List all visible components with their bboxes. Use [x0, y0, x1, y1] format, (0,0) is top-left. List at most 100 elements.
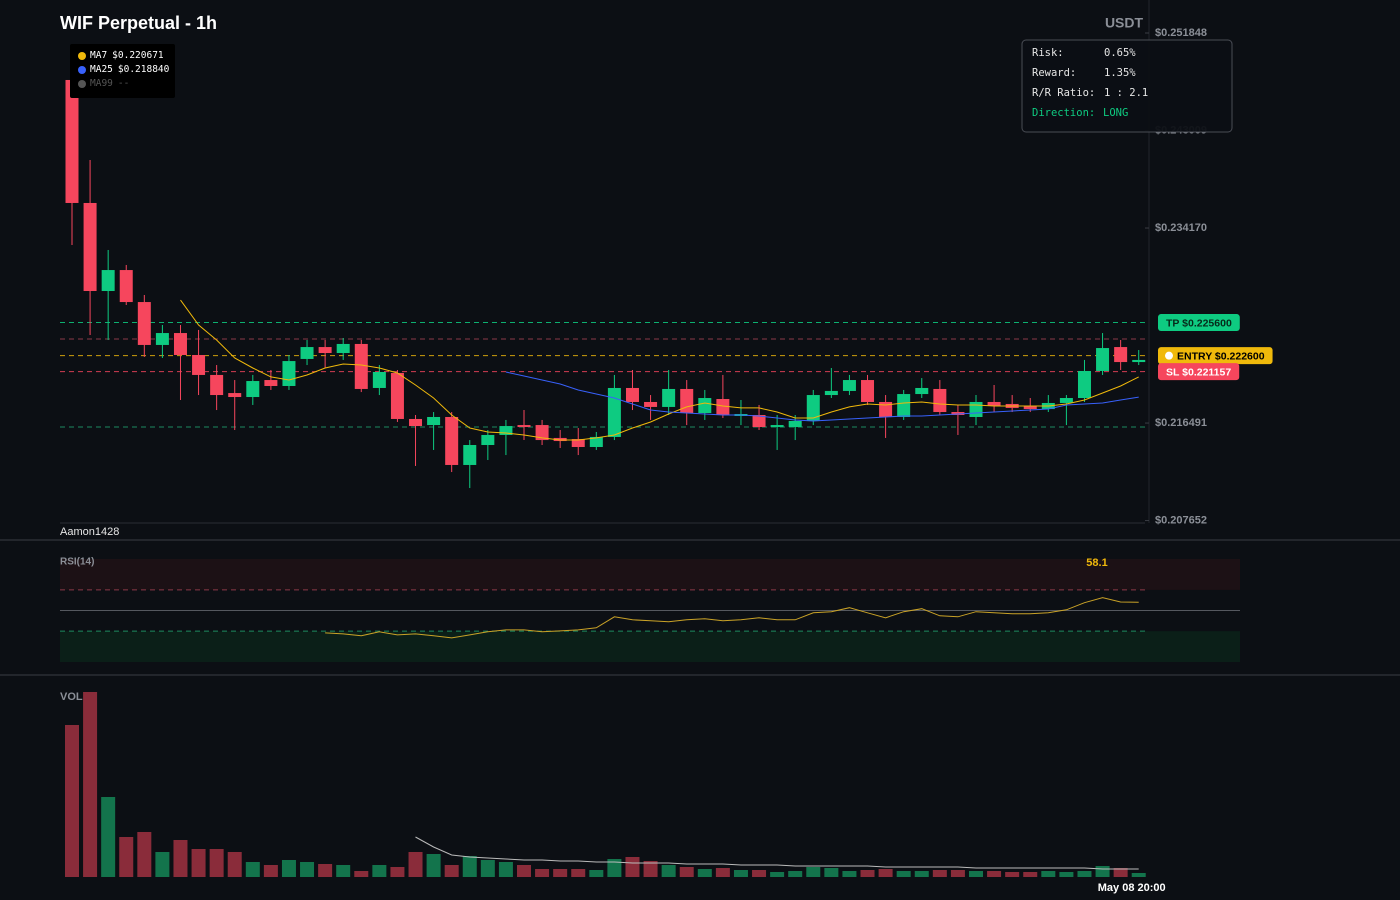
- candle-body: [571, 439, 585, 447]
- level-tag: ENTRY $0.222600: [1158, 347, 1273, 365]
- volume-bar: [300, 862, 315, 877]
- candle-body: [716, 399, 730, 416]
- volume-bar: [535, 869, 550, 877]
- volume-bar: [571, 869, 586, 877]
- legend-name: MA7: [90, 50, 107, 61]
- watermark: Aamon1428: [60, 526, 119, 538]
- rsi-title: RSI(14): [60, 557, 94, 568]
- volume-bar: [191, 849, 206, 877]
- volume-bar: [878, 869, 893, 877]
- volume-bar: [589, 870, 604, 877]
- candle-body: [517, 425, 531, 428]
- volume-bar: [860, 870, 875, 877]
- volume-bar: [661, 865, 676, 877]
- candle-body: [625, 387, 639, 402]
- candle-body: [752, 415, 766, 428]
- volume-bar: [553, 869, 568, 877]
- legend-swatch: [78, 52, 86, 60]
- volume-bar: [336, 865, 351, 877]
- volume-bar: [1113, 868, 1128, 877]
- level-tag-label: ENTRY $0.222600: [1177, 350, 1265, 362]
- legend-entry: MA99 --: [90, 78, 129, 89]
- volume-bar: [733, 870, 748, 877]
- legend-value: --: [118, 78, 129, 89]
- candle-body: [770, 425, 784, 428]
- candle-body: [1077, 370, 1091, 399]
- volume-bar: [932, 870, 947, 877]
- trade-panel: Risk: 0.65% Reward: 1.35% R/R Ratio: 1 : 2.1 D…: [1021, 39, 1233, 133]
- candle-body: [1059, 398, 1073, 403]
- candle-body: [300, 347, 314, 359]
- volume-bar: [950, 870, 965, 877]
- trade-panel-bg: [1021, 39, 1233, 133]
- candle-body: [644, 401, 658, 407]
- candle-body: [788, 420, 802, 428]
- candle-body: [354, 343, 368, 389]
- volume-bar: [824, 868, 839, 877]
- candle-body: [499, 426, 513, 435]
- candle-body: [264, 380, 278, 386]
- volume-bar: [462, 856, 477, 877]
- y-tick-label: $0.207652: [1155, 514, 1207, 526]
- volume-bar: [408, 852, 423, 877]
- candle-body: [390, 372, 404, 419]
- candle-body: [282, 361, 296, 386]
- volume-bar: [119, 837, 134, 877]
- volume-bar: [806, 867, 821, 877]
- volume-bar: [842, 871, 857, 877]
- volume-bar: [101, 797, 116, 877]
- volume-bar: [390, 867, 405, 877]
- volume-bar: [752, 870, 767, 877]
- trade-panel-value: LONG: [1103, 107, 1128, 119]
- volume-bar: [263, 865, 278, 877]
- candle-body: [463, 445, 477, 465]
- candle-body: [861, 380, 875, 402]
- volume-bar: [914, 871, 929, 877]
- level-tag: TP $0.225600: [1158, 314, 1240, 332]
- volume-bar: [1095, 866, 1110, 877]
- candle-body: [698, 398, 712, 414]
- candle-body: [842, 380, 856, 391]
- candle-body: [879, 401, 893, 417]
- candle-body: [409, 418, 423, 427]
- volume-bar: [83, 692, 98, 877]
- candle-body: [318, 347, 332, 354]
- trade-panel-label: Reward:: [1032, 67, 1076, 79]
- volume-bar: [372, 865, 387, 877]
- volume-bar: [65, 725, 79, 877]
- volume-bar: [1059, 872, 1074, 877]
- volume-bar: [517, 865, 531, 877]
- candle-body: [210, 374, 224, 396]
- ma-line: [180, 299, 1139, 441]
- candle-body: [589, 436, 603, 447]
- trade-panel-value: 1.35%: [1104, 67, 1136, 79]
- volume-bar: [209, 849, 224, 877]
- volume-bar: [1023, 872, 1038, 877]
- legend-name: MA99: [90, 78, 113, 89]
- candle-body: [535, 425, 549, 441]
- candle-body: [481, 434, 495, 446]
- candle-body: [1023, 405, 1037, 410]
- trade-panel-label: Direction:: [1032, 107, 1095, 119]
- candle-body: [662, 388, 676, 407]
- legend-value: $0.218840: [118, 64, 170, 75]
- volume-bar: [426, 854, 441, 877]
- legend-entry: MA25 $0.218840: [90, 64, 170, 75]
- volume-bar: [1041, 871, 1056, 877]
- candle-body: [83, 202, 97, 292]
- candle-body: [336, 343, 350, 354]
- legend-value: $0.220671: [112, 50, 164, 61]
- candle-body: [173, 333, 187, 355]
- legend-name: MA25: [90, 64, 113, 75]
- level-tag: SL $0.221157: [1158, 363, 1240, 381]
- volume-bar: [679, 867, 694, 877]
- trade-panel-value: 1 : 2.1: [1104, 87, 1148, 99]
- volume-bar: [625, 857, 640, 877]
- level-tag-label: TP $0.225600: [1166, 317, 1232, 329]
- rsi-value-label: 58.1: [1086, 557, 1107, 569]
- candle-body: [680, 388, 694, 414]
- x-tick-label: May 08 20:00: [1098, 882, 1166, 894]
- volume-bar: [643, 861, 658, 877]
- volume-bar: [1077, 871, 1092, 877]
- volume-bar: [354, 871, 369, 877]
